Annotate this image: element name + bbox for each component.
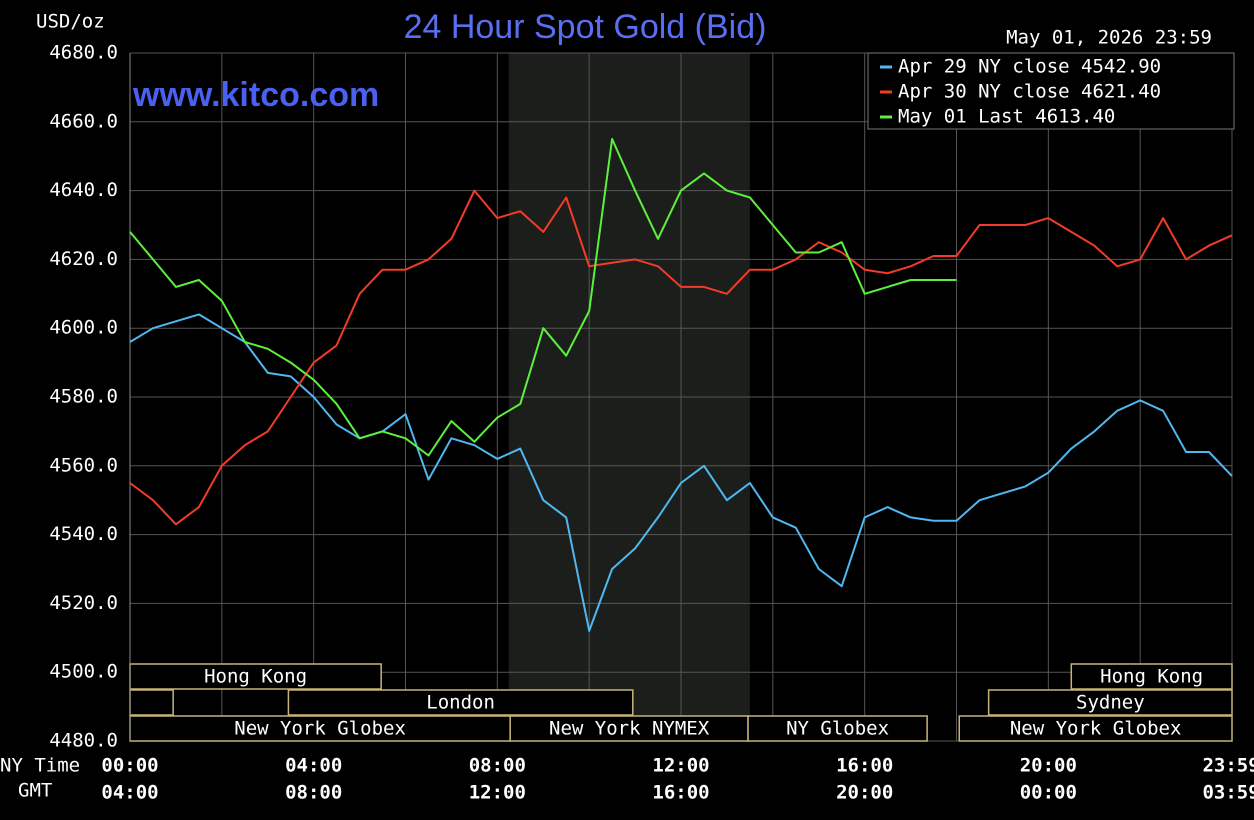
session-box	[987, 689, 1233, 716]
x2-axis-label: GMT	[18, 780, 52, 802]
session-label: NY Globex	[786, 718, 889, 740]
session-label: Hong Kong	[204, 666, 307, 688]
x2-tick-label: 08:00	[285, 782, 342, 804]
y-tick-label: 4580.0	[49, 386, 118, 408]
session-box	[747, 715, 928, 742]
session-label: New York NYMEX	[549, 718, 710, 740]
legend-box	[867, 52, 1235, 130]
x-tick-label: 23:59	[1202, 755, 1254, 777]
y-tick-label: 4560.0	[49, 454, 118, 476]
session-box	[1070, 663, 1233, 690]
x2-tick-label: 03:59	[1202, 782, 1254, 804]
price-line	[129, 189, 1233, 526]
session-label: Sydney	[1076, 692, 1145, 714]
x-tick-label: 08:00	[469, 755, 526, 777]
y-tick-label: 4520.0	[49, 592, 118, 614]
x-tick-label: 04:00	[285, 755, 342, 777]
x2-tick-label: 00:00	[1020, 782, 1077, 804]
y-tick-label: 4480.0	[49, 730, 118, 752]
x-tick-label: 20:00	[1020, 755, 1077, 777]
x2-tick-label: 20:00	[836, 782, 893, 804]
session-box	[129, 689, 174, 716]
x2-tick-label: 16:00	[652, 782, 709, 804]
y-tick-label: 4600.0	[49, 317, 118, 339]
x-tick-label: 12:00	[652, 755, 709, 777]
legend-label: May 01 Last 4613.40	[898, 106, 1115, 128]
x-tick-label: 16:00	[836, 755, 893, 777]
session-label: New York Globex	[234, 718, 406, 740]
watermark: www.kitco.com	[132, 76, 379, 114]
x-tick-label: 00:00	[101, 755, 158, 777]
x-axis-label: NY Time	[0, 755, 80, 777]
price-line	[129, 138, 957, 457]
session-box	[287, 689, 634, 716]
y-tick-label: 4620.0	[49, 248, 118, 270]
price-line	[129, 313, 1233, 632]
legend-label: Apr 29 NY close 4542.90	[898, 56, 1161, 78]
session-label: London	[426, 692, 495, 714]
session-box	[129, 663, 382, 690]
session-label: Hong Kong	[1100, 666, 1203, 688]
legend: Apr 29 NY close 4542.90 Apr 30 NY close 4…	[867, 52, 1235, 130]
chart-title: 24 Hour Spot Gold (Bid)	[404, 8, 767, 46]
legend-label: Apr 30 NY close 4621.40	[898, 81, 1161, 103]
session-box	[509, 715, 749, 742]
session-box	[958, 715, 1233, 742]
y-unit: USD/oz	[36, 11, 105, 33]
y-tick-label: 4660.0	[49, 110, 118, 132]
y-tick-label: 4680.0	[49, 42, 118, 64]
x2-tick-label: 04:00	[101, 782, 158, 804]
timestamp: May 01, 2026 23:59	[1006, 27, 1212, 49]
x2-tick-label: 12:00	[469, 782, 526, 804]
y-tick-label: 4640.0	[49, 179, 118, 201]
y-tick-label: 4540.0	[49, 523, 118, 545]
session-label: New York Globex	[1010, 718, 1182, 740]
y-tick-label: 4500.0	[49, 661, 118, 683]
